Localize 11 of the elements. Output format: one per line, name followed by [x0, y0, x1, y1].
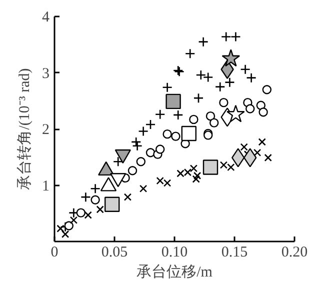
- y-tick-label: 3: [42, 66, 50, 82]
- y-axis-title: 承台转角/(10⁻³ rad): [16, 68, 33, 190]
- y-tick-label: 1: [42, 178, 50, 194]
- y-tick-label: 4: [42, 10, 50, 26]
- x-tick-label: 0.15: [221, 244, 248, 260]
- x-tick-label: 0.05: [101, 244, 128, 260]
- x-tick-label: 0: [50, 244, 58, 260]
- y-tick-label: 2: [42, 122, 50, 138]
- x-tick-label: 0.10: [161, 244, 188, 260]
- x-tick-label: 0.20: [281, 244, 308, 260]
- x-axis-title: 承台位移/m: [136, 264, 213, 280]
